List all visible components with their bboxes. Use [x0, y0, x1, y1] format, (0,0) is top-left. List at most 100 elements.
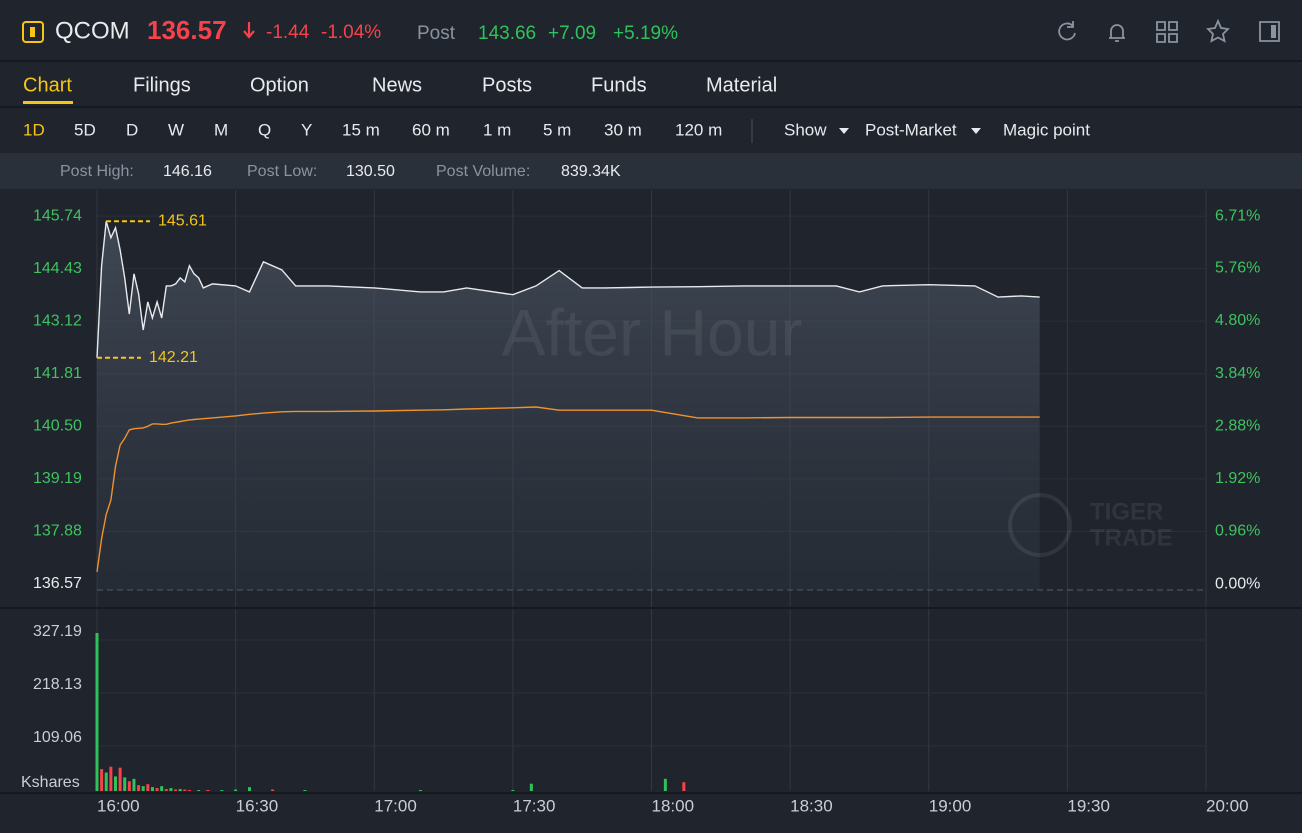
- tab[interactable]: Filings: [133, 74, 191, 96]
- marker-label: 145.61: [158, 213, 207, 230]
- period-button[interactable]: 120 m: [675, 120, 722, 139]
- x-tick-label: 16:00: [97, 796, 140, 815]
- tab[interactable]: Posts: [482, 74, 532, 96]
- volume-bar: [220, 790, 224, 791]
- price-area: [97, 221, 1040, 591]
- period-button[interactable]: 5D: [74, 120, 96, 139]
- symbol: QCOM: [55, 17, 130, 44]
- y2-tick-label: 4.80%: [1215, 312, 1260, 329]
- y2-tick-label: 5.76%: [1215, 260, 1260, 277]
- volume-bar: [137, 785, 141, 791]
- panel-icon-fill: [1271, 25, 1276, 38]
- y-tick-label: 136.57: [33, 575, 82, 592]
- marker-label: 142.21: [149, 349, 198, 366]
- symbol-icon: [22, 21, 44, 43]
- tab[interactable]: Chart: [23, 74, 72, 96]
- volume-bar: [234, 789, 238, 791]
- period-button[interactable]: 1 m: [483, 120, 511, 139]
- period-button[interactable]: 30 m: [604, 120, 642, 139]
- menu[interactable]: Magic point: [1003, 120, 1090, 139]
- volume-bar: [271, 789, 275, 791]
- volume-bar: [303, 790, 307, 791]
- grid-icon[interactable]: [1156, 21, 1178, 43]
- post-change: +7.09: [548, 23, 596, 44]
- volume-tick-label: 109.06: [33, 729, 82, 746]
- volume-bar: [169, 788, 173, 791]
- tab[interactable]: Funds: [591, 74, 647, 96]
- x-tick-label: 18:30: [790, 796, 833, 815]
- volume-bar: [247, 787, 251, 791]
- x-tick-label: 19:30: [1067, 796, 1110, 815]
- period-button[interactable]: W: [168, 120, 184, 139]
- volume-bar: [160, 786, 164, 791]
- volume-bar: [141, 786, 145, 791]
- period-button[interactable]: D: [126, 120, 138, 139]
- volume-bar: [511, 790, 515, 791]
- alert-icon[interactable]: [1109, 24, 1125, 42]
- volume-bar: [178, 789, 182, 791]
- volume-bar: [418, 790, 422, 791]
- refresh-icon[interactable]: [1058, 21, 1076, 41]
- volume-bar: [663, 778, 667, 791]
- watermark: After Hour: [502, 295, 803, 369]
- menu[interactable]: Post-Market: [865, 120, 957, 139]
- y-tick-label: 145.74: [33, 207, 82, 224]
- period-button[interactable]: 60 m: [412, 120, 450, 139]
- volume-unit: Kshares: [21, 774, 80, 791]
- y-tick-label: 144.43: [33, 260, 82, 277]
- volume-bar: [183, 789, 187, 791]
- line-0: [96, 221, 1040, 358]
- down-arrow: [243, 22, 255, 39]
- y2-tick-label: 0.00%: [1215, 575, 1260, 592]
- x-tick-label: 17:00: [374, 796, 417, 815]
- volume-bar: [529, 783, 533, 791]
- symbol-icon-bar: [30, 27, 35, 37]
- volume-bar: [109, 766, 113, 791]
- star-icon[interactable]: [1206, 18, 1230, 43]
- period-button[interactable]: 15 m: [342, 120, 380, 139]
- stat-value: 146.16: [163, 163, 212, 180]
- tab[interactable]: Material: [706, 74, 777, 96]
- period-button[interactable]: 1D: [23, 120, 45, 139]
- x-tick-label: 20:00: [1206, 796, 1249, 815]
- volume-bar: [127, 781, 131, 791]
- tab[interactable]: Option: [250, 74, 309, 96]
- y2-tick-label: 1.92%: [1215, 470, 1260, 487]
- dropdown-caret: [971, 128, 981, 134]
- volume-bar: [174, 789, 178, 791]
- y-tick-label: 140.50: [33, 418, 82, 435]
- volume-bar: [104, 772, 108, 791]
- tab[interactable]: News: [372, 74, 422, 96]
- menu[interactable]: Show: [784, 120, 827, 139]
- volume-bar: [197, 790, 201, 791]
- price: 136.57: [147, 15, 227, 45]
- volume-bar: [95, 633, 99, 791]
- x-tick-label: 17:30: [513, 796, 556, 815]
- period-button[interactable]: 5 m: [543, 120, 571, 139]
- period-button[interactable]: Q: [258, 120, 271, 139]
- change-pct: -1.04%: [321, 22, 381, 43]
- post-change-pct: +5.19%: [613, 23, 678, 44]
- y2-tick-label: 2.88%: [1215, 417, 1260, 434]
- x-tick-label: 19:00: [929, 796, 972, 815]
- y-tick-label: 137.88: [33, 523, 82, 540]
- stat-label: Post Low:: [247, 163, 317, 180]
- logo-text: TIGER: [1090, 498, 1163, 525]
- period-button[interactable]: M: [214, 120, 228, 139]
- volume-bar: [100, 769, 104, 791]
- volume-bar: [118, 767, 122, 791]
- volume-bar: [150, 787, 154, 791]
- stats-bar: [0, 153, 1302, 189]
- panel-icon[interactable]: [1259, 21, 1280, 42]
- volume-bar: [113, 776, 117, 791]
- volume-tick-label: 218.13: [33, 676, 82, 693]
- logo-icon: [1008, 493, 1072, 557]
- volume-bar: [187, 790, 191, 791]
- y2-tick-label: 3.84%: [1215, 365, 1260, 382]
- volume-bar: [146, 784, 150, 791]
- dropdown-caret: [839, 128, 849, 134]
- volume-bar: [206, 790, 210, 791]
- post-price: 143.66: [478, 23, 536, 44]
- period-button[interactable]: Y: [301, 120, 312, 139]
